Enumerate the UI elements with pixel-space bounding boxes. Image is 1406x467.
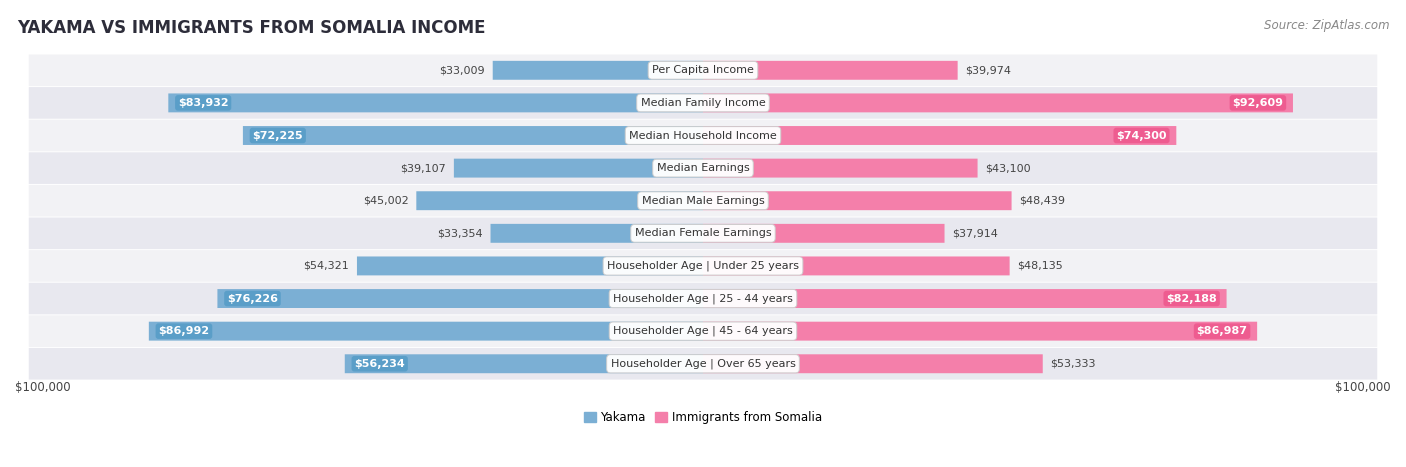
Text: $83,932: $83,932 <box>179 98 229 108</box>
Text: Source: ZipAtlas.com: Source: ZipAtlas.com <box>1264 19 1389 32</box>
FancyBboxPatch shape <box>703 93 1294 113</box>
Text: $82,188: $82,188 <box>1166 294 1218 304</box>
FancyBboxPatch shape <box>28 283 1378 314</box>
FancyBboxPatch shape <box>28 55 1378 86</box>
Text: $45,002: $45,002 <box>363 196 409 206</box>
Text: Median Family Income: Median Family Income <box>641 98 765 108</box>
Text: $56,234: $56,234 <box>354 359 405 369</box>
FancyBboxPatch shape <box>492 61 703 80</box>
FancyBboxPatch shape <box>703 159 977 177</box>
FancyBboxPatch shape <box>491 224 703 243</box>
Text: YAKAMA VS IMMIGRANTS FROM SOMALIA INCOME: YAKAMA VS IMMIGRANTS FROM SOMALIA INCOME <box>17 19 485 37</box>
Text: Householder Age | 25 - 44 years: Householder Age | 25 - 44 years <box>613 293 793 304</box>
FancyBboxPatch shape <box>28 250 1378 282</box>
FancyBboxPatch shape <box>703 126 1177 145</box>
Text: Householder Age | Over 65 years: Householder Age | Over 65 years <box>610 359 796 369</box>
Text: $43,100: $43,100 <box>986 163 1031 173</box>
FancyBboxPatch shape <box>703 289 1226 308</box>
FancyBboxPatch shape <box>357 256 703 276</box>
Text: $53,333: $53,333 <box>1050 359 1095 369</box>
FancyBboxPatch shape <box>454 159 703 177</box>
Text: $39,107: $39,107 <box>401 163 446 173</box>
FancyBboxPatch shape <box>28 185 1378 217</box>
Text: Median Female Earnings: Median Female Earnings <box>634 228 772 238</box>
Text: $48,439: $48,439 <box>1019 196 1066 206</box>
Text: Householder Age | 45 - 64 years: Householder Age | 45 - 64 years <box>613 326 793 336</box>
FancyBboxPatch shape <box>243 126 703 145</box>
Text: $76,226: $76,226 <box>226 294 278 304</box>
FancyBboxPatch shape <box>703 322 1257 340</box>
Text: Median Earnings: Median Earnings <box>657 163 749 173</box>
Text: Per Capita Income: Per Capita Income <box>652 65 754 75</box>
FancyBboxPatch shape <box>703 256 1010 276</box>
Text: $72,225: $72,225 <box>253 130 304 141</box>
Text: $100,000: $100,000 <box>1336 381 1391 394</box>
Text: $39,974: $39,974 <box>966 65 1011 75</box>
FancyBboxPatch shape <box>28 315 1378 347</box>
FancyBboxPatch shape <box>344 354 703 373</box>
Text: $86,992: $86,992 <box>159 326 209 336</box>
Text: $33,009: $33,009 <box>440 65 485 75</box>
FancyBboxPatch shape <box>28 120 1378 151</box>
Text: $54,321: $54,321 <box>304 261 349 271</box>
FancyBboxPatch shape <box>218 289 703 308</box>
Text: $37,914: $37,914 <box>952 228 998 238</box>
Text: $92,609: $92,609 <box>1233 98 1284 108</box>
FancyBboxPatch shape <box>28 152 1378 184</box>
Text: Median Household Income: Median Household Income <box>628 130 778 141</box>
Text: $74,300: $74,300 <box>1116 130 1167 141</box>
FancyBboxPatch shape <box>28 87 1378 119</box>
FancyBboxPatch shape <box>703 61 957 80</box>
FancyBboxPatch shape <box>28 348 1378 380</box>
FancyBboxPatch shape <box>149 322 703 340</box>
Legend: Yakama, Immigrants from Somalia: Yakama, Immigrants from Somalia <box>579 406 827 429</box>
Text: Median Male Earnings: Median Male Earnings <box>641 196 765 206</box>
FancyBboxPatch shape <box>28 218 1378 249</box>
Text: Householder Age | Under 25 years: Householder Age | Under 25 years <box>607 261 799 271</box>
Text: $86,987: $86,987 <box>1197 326 1247 336</box>
FancyBboxPatch shape <box>169 93 703 113</box>
Text: $100,000: $100,000 <box>15 381 70 394</box>
FancyBboxPatch shape <box>703 354 1043 373</box>
FancyBboxPatch shape <box>703 191 1011 210</box>
Text: $33,354: $33,354 <box>437 228 482 238</box>
FancyBboxPatch shape <box>703 224 945 243</box>
FancyBboxPatch shape <box>416 191 703 210</box>
Text: $48,135: $48,135 <box>1018 261 1063 271</box>
